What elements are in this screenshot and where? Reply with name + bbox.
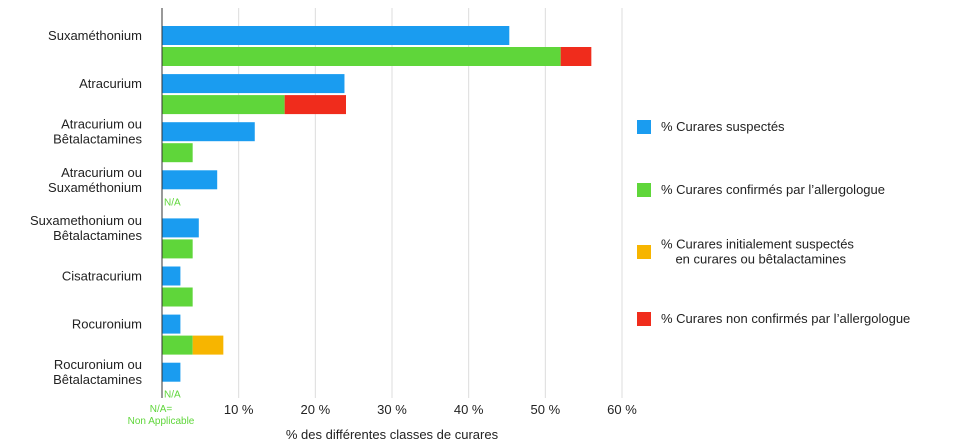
category-label-line: Cisatracurium bbox=[62, 269, 142, 284]
legend-swatch bbox=[637, 120, 651, 134]
category-label: Atracurium ou Bêtalactamines bbox=[53, 117, 142, 147]
category-label: Rocuronium ou Bêtalactamines bbox=[53, 357, 142, 387]
footnote-line: Non Applicable bbox=[128, 416, 195, 427]
x-axis-title: % des différentes classes de curares bbox=[286, 427, 499, 441]
x-tick-labels: 10 % 20 % 30 % 40 % 50 % 60 % bbox=[224, 402, 637, 417]
category-label-line: Bêtalactamines bbox=[53, 228, 142, 243]
bar bbox=[192, 335, 224, 355]
x-tick-label: 50 % bbox=[531, 402, 561, 417]
legend-label-line: % Curares suspectés bbox=[661, 119, 785, 134]
legend-label-line: % Curares initialement suspectés bbox=[661, 237, 854, 252]
category-label-line: Suxaméthonium bbox=[48, 180, 142, 195]
bar bbox=[162, 47, 561, 66]
x-tick-label: 60 % bbox=[607, 402, 637, 417]
legend-label: % Curares initialement suspectés en cura… bbox=[661, 237, 854, 267]
category-label-line: Rocuronium ou bbox=[54, 357, 142, 372]
category-label-line: Rocuronium bbox=[72, 317, 142, 332]
grid-lines bbox=[238, 8, 623, 398]
category-label-line: Suxamethonium ou bbox=[30, 213, 142, 228]
legend-swatch bbox=[637, 245, 651, 259]
bar bbox=[162, 287, 193, 307]
legend-label: % Curares suspectés bbox=[661, 119, 785, 134]
bar bbox=[162, 170, 218, 190]
bar bbox=[162, 74, 345, 94]
bar bbox=[284, 95, 346, 115]
category-label-line: Suxaméthonium bbox=[48, 28, 142, 43]
bar bbox=[162, 26, 510, 45]
category-label-line: Atracurium ou bbox=[61, 165, 142, 180]
category-label: Atracurium bbox=[79, 76, 142, 91]
bar bbox=[162, 335, 193, 355]
bar bbox=[162, 266, 181, 286]
bar bbox=[162, 122, 255, 142]
category-label: Rocuronium bbox=[72, 317, 142, 332]
legend-swatch bbox=[637, 312, 651, 326]
bar bbox=[162, 314, 181, 334]
legend-swatch bbox=[637, 183, 651, 197]
bar bbox=[162, 362, 181, 382]
bar bbox=[162, 143, 193, 163]
legend-label-line: en curares ou bêtalactamines bbox=[661, 252, 846, 267]
category-label-line: Atracurium ou bbox=[61, 117, 142, 132]
category-label: Suxamethonium ou Bêtalactamines bbox=[30, 213, 143, 243]
x-tick-label: 10 % bbox=[224, 402, 254, 417]
na-label: N/A bbox=[164, 390, 181, 401]
category-label-line: Bêtalactamines bbox=[53, 372, 142, 387]
legend-label: % Curares confirmés par l’allergologue bbox=[661, 182, 885, 197]
legend: % Curares suspectés % Curares confirmés p… bbox=[637, 119, 910, 326]
na-footnote: N/A=Non Applicable bbox=[128, 404, 195, 427]
legend-label-line: % Curares non confirmés par l’allergolog… bbox=[661, 311, 910, 326]
category-label: Suxaméthonium bbox=[48, 28, 142, 43]
category-label: Cisatracurium bbox=[62, 269, 142, 284]
bar bbox=[560, 47, 592, 66]
x-tick-label: 30 % bbox=[377, 402, 407, 417]
footnote-line: N/A= bbox=[150, 404, 173, 415]
category-label-line: Atracurium bbox=[79, 76, 142, 91]
x-tick-label: 40 % bbox=[454, 402, 484, 417]
category-label-line: Bêtalactamines bbox=[53, 132, 142, 147]
legend-label: % Curares non confirmés par l’allergolog… bbox=[661, 311, 910, 326]
legend-label-line: % Curares confirmés par l’allergologue bbox=[661, 182, 885, 197]
bar bbox=[162, 218, 199, 238]
na-label: N/A bbox=[164, 197, 181, 208]
x-tick-label: 20 % bbox=[301, 402, 331, 417]
bar bbox=[162, 95, 285, 115]
bars: N/A N/A bbox=[162, 26, 592, 401]
category-label: Atracurium ou Suxaméthonium bbox=[48, 165, 142, 195]
bar bbox=[162, 239, 193, 259]
